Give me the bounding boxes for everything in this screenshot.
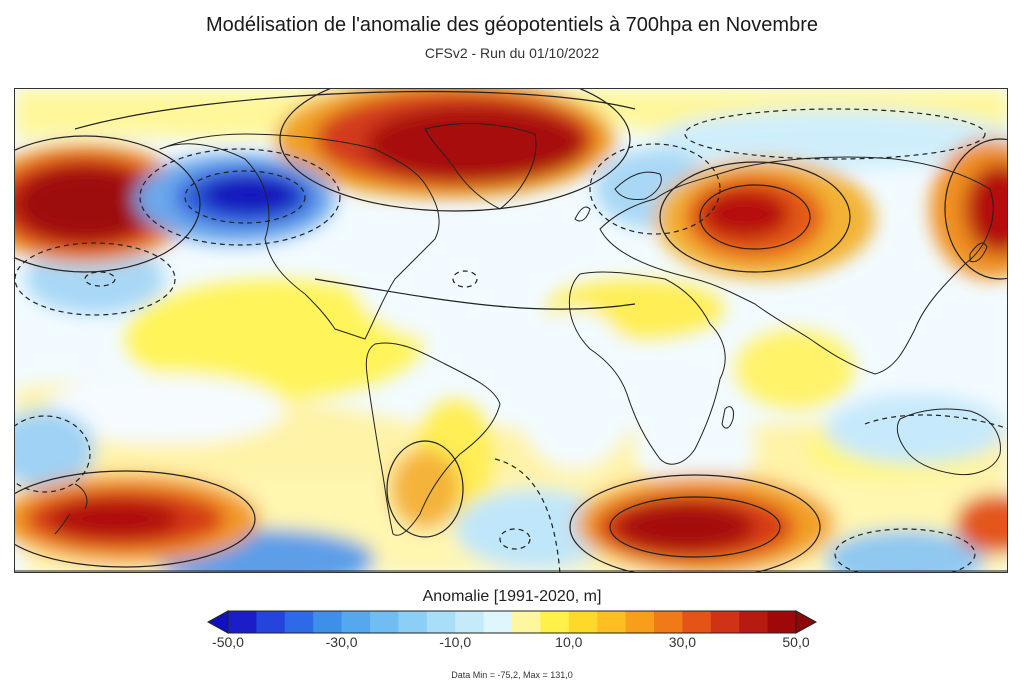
colorbar-tick-label: -50,0 [212,634,244,650]
colorbar-segment [398,611,428,633]
colorbar-segment [597,611,627,633]
colorbar-segment [568,611,598,633]
anomaly-map [14,88,1008,573]
colorbar-segment [370,611,399,633]
colorbar-segment [682,611,712,633]
anomaly-field [15,89,1007,572]
coastlines [15,123,1007,572]
chart-subtitle: CFSv2 - Run du 01/10/2022 [424,45,600,61]
colorbar-segment [426,611,456,633]
colorbar-tick-label: -30,0 [325,634,358,650]
colorbar-segment [256,611,286,633]
colorbar-segment [512,611,541,633]
colorbar-max-arrow [795,610,818,634]
legend-title: Anomalie [1991-2020, m] [422,588,602,605]
colorbar [206,610,818,634]
colorbar-segment [654,611,683,633]
colorbar-min-arrow [206,610,229,634]
anomaly-shading [15,89,1007,572]
colorbar-segment [625,611,655,633]
colorbar-segment [341,611,371,633]
colorbar-tick-label: 30,0 [668,634,697,650]
colorbar-tick-label: 50,0 [782,634,810,650]
colorbar-segment [228,611,257,633]
colorbar-tick-label: 10,0 [555,634,583,650]
colorbar-segment [739,611,769,633]
colorbar-segment [455,611,485,633]
colorbar-segment [540,611,570,633]
contours-positive [15,89,1007,572]
colorbar-segment [767,611,797,633]
colorbar-segment [284,611,314,633]
colorbar-segment [710,611,740,633]
colorbar-segment [313,611,343,633]
colorbar-segment [483,611,513,633]
contours-negative [15,108,1007,572]
data-range: Data Min = -75,2, Max = 131,0 [451,670,573,680]
colorbar-frame [227,610,797,634]
colorbar-tick-label: -10,0 [439,634,472,650]
chart-title: Modélisation de l'anomalie des géopotent… [205,14,818,36]
